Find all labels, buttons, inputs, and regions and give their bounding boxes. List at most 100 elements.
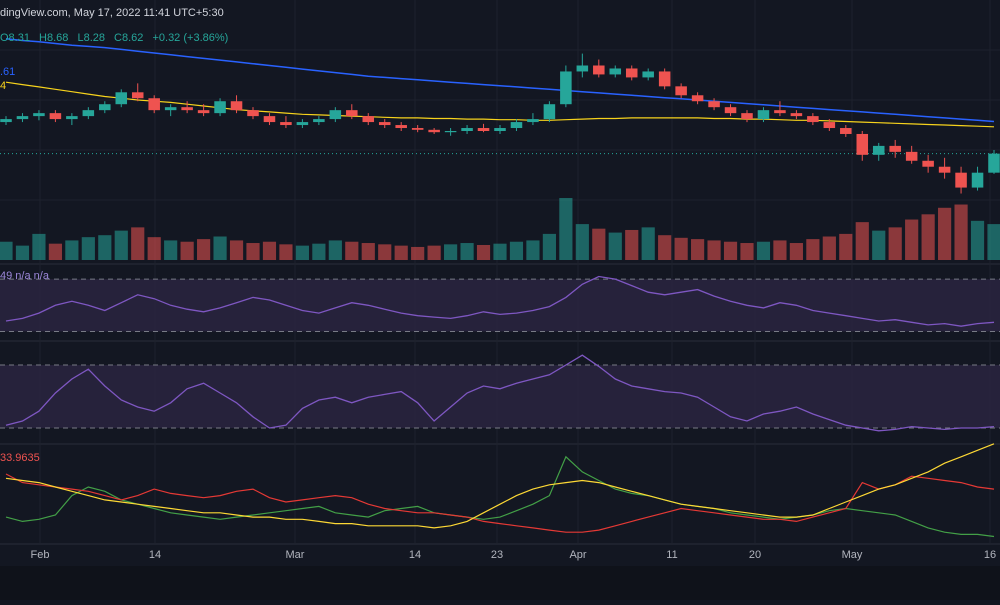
rsi-top-band xyxy=(0,279,1000,332)
candle-body xyxy=(708,101,720,108)
ma50-legend: 4 xyxy=(0,80,7,92)
time-axis-label: 11 xyxy=(666,549,677,561)
candle-body xyxy=(872,145,885,155)
candle-body xyxy=(411,128,424,130)
volume-bar xyxy=(905,219,919,260)
candle-body xyxy=(922,160,934,167)
candle-body xyxy=(823,122,836,129)
candle xyxy=(329,107,342,123)
candle xyxy=(444,128,457,136)
time-axis-label: 16 xyxy=(984,549,996,561)
candle xyxy=(16,113,29,123)
candle xyxy=(263,113,276,126)
candle xyxy=(560,65,572,108)
candle xyxy=(510,119,523,131)
time-axis-label: 20 xyxy=(749,549,761,561)
candle xyxy=(527,113,539,126)
candle-body xyxy=(99,104,111,111)
candle xyxy=(741,110,753,123)
candle xyxy=(593,59,605,78)
candle-body xyxy=(609,68,622,75)
candle-body xyxy=(181,107,193,111)
candle xyxy=(378,119,391,129)
volume-bar xyxy=(641,227,655,260)
volume-bar xyxy=(542,233,556,260)
candle xyxy=(988,150,1000,174)
candle xyxy=(840,125,852,137)
volume-bar xyxy=(987,224,1000,260)
candle xyxy=(280,116,292,129)
candle xyxy=(0,116,12,126)
candle xyxy=(395,122,407,131)
time-axis-label: May xyxy=(842,549,863,561)
rsi-legend: 49 n/a n/a xyxy=(0,270,49,282)
candle xyxy=(82,107,95,120)
volume-bar xyxy=(592,228,606,260)
volume-bar xyxy=(312,243,326,260)
candle-body xyxy=(16,116,29,120)
candle xyxy=(181,101,193,114)
candle-body xyxy=(889,145,901,152)
candle-body xyxy=(33,113,45,117)
volume-bar xyxy=(32,233,46,260)
volume-bar xyxy=(81,237,95,260)
candle xyxy=(971,166,984,191)
candle-body xyxy=(691,95,704,102)
volume-bar xyxy=(328,240,342,260)
candle xyxy=(823,119,836,131)
candle-body xyxy=(49,113,62,120)
volume-bar xyxy=(806,239,820,260)
candle-body xyxy=(774,110,786,114)
candle xyxy=(543,101,556,123)
volume-bar xyxy=(378,244,392,260)
bottom-strip xyxy=(0,566,1000,600)
volume-bar xyxy=(691,239,705,260)
volume-bar xyxy=(707,240,721,260)
volume-bar xyxy=(740,243,754,260)
candle xyxy=(625,65,638,81)
candle-body xyxy=(543,104,556,120)
candle xyxy=(609,65,622,78)
candle-body xyxy=(362,116,375,123)
candle xyxy=(922,154,934,173)
volume-bar xyxy=(98,235,112,260)
volume-bar xyxy=(279,244,293,260)
volume-bar xyxy=(921,214,935,260)
candle-body xyxy=(66,116,78,120)
volume-bar xyxy=(394,245,408,260)
volume-bar xyxy=(131,227,145,260)
candle-body xyxy=(247,110,259,117)
candle-body xyxy=(280,122,292,126)
candle xyxy=(658,68,671,90)
volume-bar xyxy=(361,243,375,260)
ma200-legend: .61 xyxy=(0,66,16,78)
candle-body xyxy=(346,110,358,117)
ohlc-readout: O8.31 H8.68 L8.28 C8.62 +0.32 (+3.86%) xyxy=(0,32,234,44)
candle xyxy=(708,98,720,111)
dmi-adx-line xyxy=(5,443,995,529)
dmi-plus-line xyxy=(5,455,995,538)
time-axis-label: Apr xyxy=(569,549,586,561)
candle xyxy=(724,104,737,117)
volume-bar xyxy=(608,232,622,260)
candle xyxy=(642,68,654,81)
candle xyxy=(131,83,144,102)
volume-bar xyxy=(509,241,524,260)
candle xyxy=(675,83,687,99)
candle xyxy=(197,104,210,117)
volume-bar xyxy=(411,246,425,260)
volume-bar xyxy=(0,241,13,260)
candle-body xyxy=(856,133,869,155)
volume-bar xyxy=(246,243,260,260)
candle-body xyxy=(164,107,177,111)
candle-body xyxy=(115,92,128,105)
ohlc-change: +0.32 (+3.86%) xyxy=(152,32,229,44)
candle-body xyxy=(263,116,276,123)
volume-bar xyxy=(839,233,853,260)
volume-bar xyxy=(15,245,30,260)
candle xyxy=(99,101,111,114)
volume-bar xyxy=(65,240,79,260)
dmi-legend: 33.9635 xyxy=(0,452,40,464)
